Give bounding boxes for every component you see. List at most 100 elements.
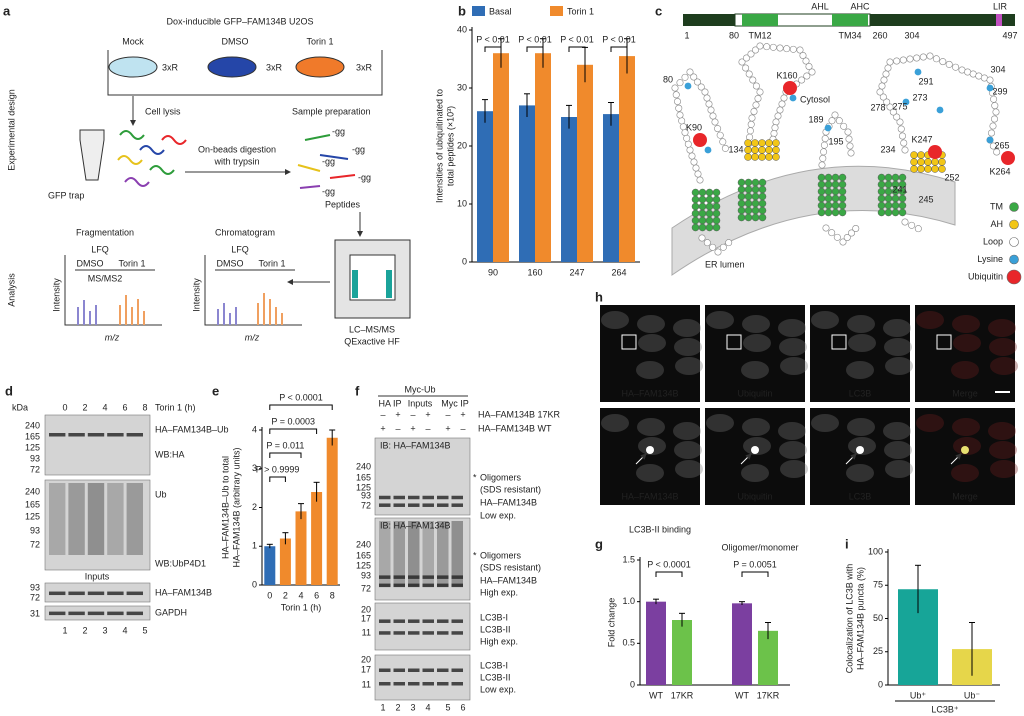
p-value: P < 0.01 <box>518 34 552 44</box>
channel-label: Ubiquitin <box>737 388 772 398</box>
residue <box>808 68 816 76</box>
residue <box>752 82 760 90</box>
legend-swatch <box>472 6 485 16</box>
arrow <box>740 453 752 465</box>
micrograph <box>705 408 805 505</box>
band <box>408 619 420 623</box>
residue <box>678 117 686 125</box>
residue <box>884 173 893 182</box>
residue <box>758 178 767 187</box>
residue <box>845 135 853 143</box>
panel-label: f <box>355 383 360 398</box>
residue <box>877 194 886 203</box>
arrow <box>635 453 647 465</box>
residue <box>737 199 746 208</box>
residue <box>709 112 717 120</box>
y-tick-label: 25 <box>873 646 883 656</box>
blot-label: HA–FAM134B <box>480 575 537 585</box>
band <box>49 433 66 437</box>
band <box>393 619 405 623</box>
legend-swatch <box>1009 237 1019 247</box>
marker: 240 <box>25 420 40 430</box>
residue <box>898 173 907 182</box>
panel-a-drawing <box>64 50 411 326</box>
residue <box>721 144 729 152</box>
residue <box>686 146 694 154</box>
cell-signal <box>636 464 664 482</box>
residue <box>879 93 887 101</box>
bar <box>758 630 778 685</box>
x-tick-label: 8 <box>330 590 335 600</box>
subtitle: Chromatogram <box>215 227 275 237</box>
residue <box>833 233 841 241</box>
sign: – <box>425 423 430 433</box>
residue <box>884 64 892 72</box>
p-value: P < 0.01 <box>476 34 510 44</box>
label: Inputs <box>85 571 110 581</box>
residue <box>838 180 847 189</box>
blot <box>44 414 151 476</box>
cell-signal <box>884 441 912 459</box>
residue <box>831 173 840 182</box>
band <box>437 619 449 623</box>
residue <box>783 45 791 53</box>
residue <box>774 112 782 120</box>
residue <box>891 194 900 203</box>
cell-signal <box>846 464 874 482</box>
cell-signal <box>811 311 839 329</box>
residue <box>838 194 847 203</box>
residue <box>690 73 698 81</box>
residue <box>917 158 925 166</box>
smear <box>49 483 66 555</box>
y-tick-label: 30 <box>457 82 467 92</box>
marker: 165 <box>356 472 371 482</box>
residue <box>897 125 905 133</box>
axis-label: m/z <box>105 332 120 342</box>
condition: HA–FAM134B 17KR <box>478 409 561 419</box>
label: DMSO <box>217 258 244 268</box>
punctum <box>856 446 864 454</box>
residue-number: 241 <box>892 184 907 194</box>
residue <box>896 118 904 126</box>
ubiquitin <box>693 133 707 147</box>
bracket <box>269 428 318 434</box>
x-tick-label: 6 <box>314 590 319 600</box>
residue <box>824 173 833 182</box>
smear <box>451 521 463 587</box>
cell-signal <box>988 319 1016 337</box>
cell-signal <box>674 338 702 356</box>
y-tick-label: 1.0 <box>622 596 635 606</box>
residue <box>878 82 886 90</box>
residue <box>771 124 779 132</box>
x-tick-label: 17KR <box>671 690 694 700</box>
residue <box>772 146 780 154</box>
blot-label: (SDS resistant) <box>480 484 541 494</box>
cell-signal <box>780 460 808 478</box>
residue <box>738 58 746 66</box>
residue <box>821 135 829 143</box>
residue <box>681 73 689 81</box>
compartment: ER lumen <box>705 259 745 269</box>
residue <box>737 213 746 222</box>
y-tick-label: 1.5 <box>622 554 635 564</box>
residue <box>776 106 784 114</box>
residue <box>684 140 692 148</box>
cell-signal <box>638 334 666 352</box>
panel-label: b <box>458 3 466 18</box>
ubiquitin <box>783 81 797 95</box>
marker: 31 <box>30 608 40 618</box>
residue <box>692 164 700 172</box>
marker: 125 <box>25 511 40 521</box>
lane-header: 0 <box>62 402 67 412</box>
residue-number: 245 <box>918 194 933 204</box>
lysine <box>704 146 712 154</box>
blot-label: (SDS resistant) <box>480 562 541 572</box>
residue <box>877 173 886 182</box>
band <box>126 433 143 437</box>
smear <box>87 483 105 555</box>
residue <box>694 170 702 178</box>
blot-label: LC3B-I <box>480 612 508 622</box>
band <box>107 591 124 596</box>
band <box>437 495 449 500</box>
residue <box>820 141 828 149</box>
